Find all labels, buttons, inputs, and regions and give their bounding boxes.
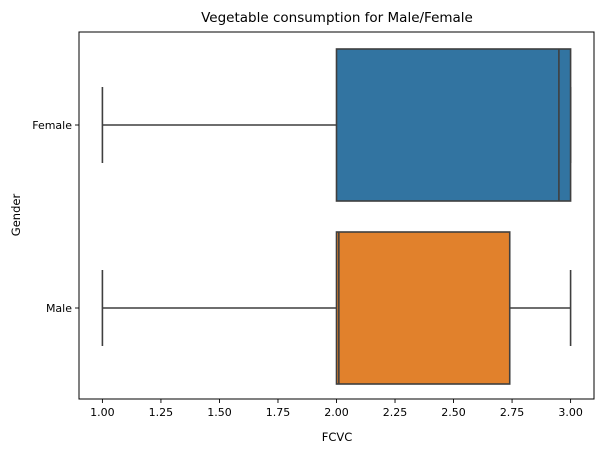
y-axis-label: Gender <box>9 194 23 237</box>
x-tick-label: 2.50 <box>441 406 466 419</box>
x-tick-label: 3.00 <box>558 406 583 419</box>
x-tick-label: 2.00 <box>324 406 349 419</box>
y-tick-label: Male <box>46 302 72 315</box>
y-axis-ticks: Female Male <box>32 119 79 315</box>
box-male <box>335 231 511 385</box>
x-axis-label: FCVC <box>322 430 353 444</box>
x-tick-label: 1.00 <box>90 406 115 419</box>
x-tick-label: 1.50 <box>207 406 232 419</box>
x-tick-label: 2.25 <box>383 406 408 419</box>
x-tick-label: 1.75 <box>266 406 291 419</box>
x-axis-ticks: 1.00 1.25 1.50 1.75 2.00 2.25 2.50 2.75 3.00 <box>90 399 583 419</box>
x-tick-label: 2.75 <box>500 406 525 419</box>
x-tick-label: 1.25 <box>149 406 174 419</box>
plot-marks <box>101 48 572 385</box>
y-tick-label: Female <box>32 119 72 132</box>
chart-title: Vegetable consumption for Male/Female <box>201 10 473 26</box>
box-female <box>335 48 572 202</box>
